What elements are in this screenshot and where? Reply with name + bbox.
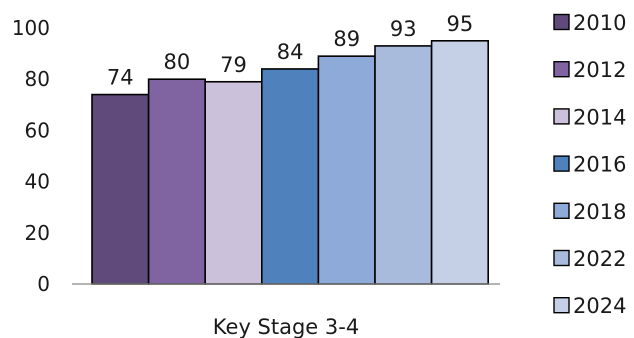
legend-label-2024: 2024 bbox=[573, 294, 626, 318]
bars bbox=[91, 39, 490, 285]
bar-2012 bbox=[147, 78, 207, 285]
data-label-2022: 93 bbox=[390, 17, 417, 41]
bar-2014 bbox=[204, 80, 263, 285]
legend-swatch-2014 bbox=[553, 108, 570, 125]
legend-label-2016: 2016 bbox=[573, 153, 626, 177]
y-tick-label: 100 bbox=[12, 16, 50, 40]
legend-label-2018: 2018 bbox=[573, 200, 626, 224]
x-axis: Key Stage 3-4 bbox=[72, 283, 500, 338]
bar-2018 bbox=[317, 55, 376, 285]
y-tick-label: 20 bbox=[25, 221, 50, 245]
data-label-2018: 89 bbox=[333, 27, 360, 51]
legend-label-2022: 2022 bbox=[573, 247, 626, 271]
bar-2024 bbox=[430, 39, 490, 285]
legend-swatch-2012 bbox=[553, 61, 570, 78]
bar-2010 bbox=[91, 93, 150, 285]
data-labels: 74 80 79 84 89 93 95 bbox=[107, 12, 473, 90]
legend-label-2012: 2012 bbox=[573, 58, 626, 82]
data-label-2024: 95 bbox=[447, 12, 474, 36]
legend-swatch-2016 bbox=[553, 155, 570, 172]
data-label-2014: 79 bbox=[220, 53, 247, 77]
y-tick-label: 0 bbox=[37, 272, 50, 296]
bar-2022 bbox=[374, 45, 433, 285]
legend-swatch-2022 bbox=[553, 249, 570, 267]
legend: 2010 2012 2014 2016 2018 2022 2024 bbox=[553, 11, 626, 318]
y-tick-label: 80 bbox=[25, 67, 50, 91]
data-label-2012: 80 bbox=[164, 50, 191, 74]
legend-swatch-2024 bbox=[553, 297, 570, 314]
data-label-2010: 74 bbox=[107, 66, 134, 90]
legend-label-2014: 2014 bbox=[573, 105, 626, 129]
legend-label-2010: 2010 bbox=[573, 11, 626, 35]
y-tick-label: 40 bbox=[25, 170, 50, 194]
bar-2016 bbox=[260, 68, 320, 285]
y-tick-label: 60 bbox=[25, 118, 50, 142]
legend-swatch-2010 bbox=[553, 13, 570, 31]
data-label-2016: 84 bbox=[277, 40, 304, 64]
y-axis: 0 20 40 60 80 100 bbox=[12, 16, 50, 296]
x-category-label: Key Stage 3-4 bbox=[213, 315, 359, 338]
legend-swatch-2018 bbox=[553, 202, 570, 220]
